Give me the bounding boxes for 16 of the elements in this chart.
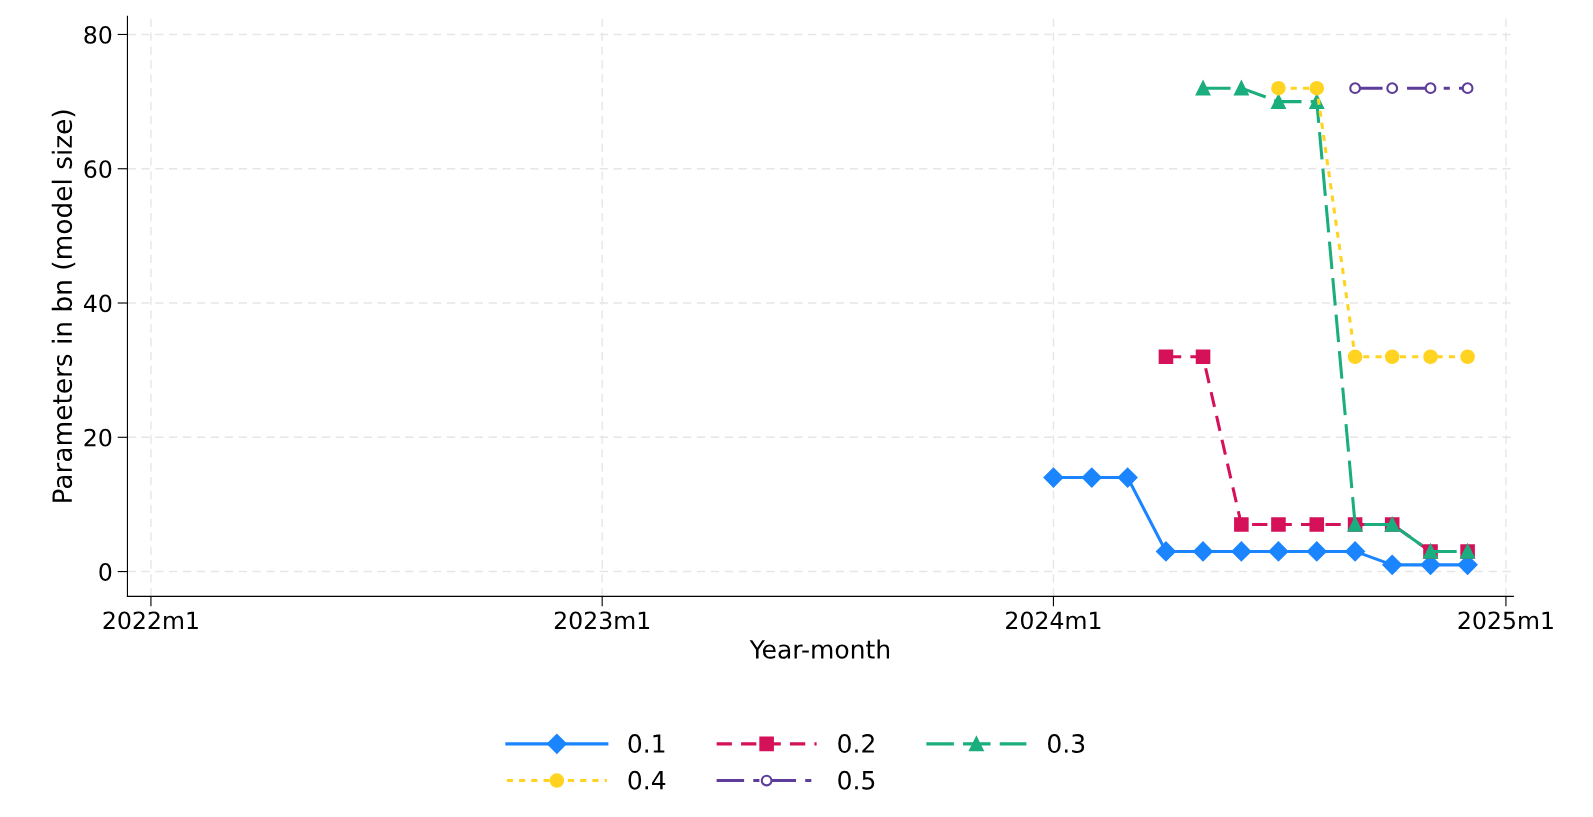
x-tick-label: 2025m1 [1458,611,1553,630]
y-tick-label: 20 [84,428,112,447]
legend-label: 0.5 [838,770,875,790]
y-tick-label: 80 [84,25,112,44]
legend-label: 0.1 [628,734,665,753]
x-axis-title: Year-month [749,639,890,659]
y-tick-label: 40 [83,294,112,313]
legend-label: 0.2 [838,734,874,753]
x-tick-label: 2023m1 [554,611,650,630]
legend-label: 0.3 [1048,734,1085,753]
x-tick-label: 2024m1 [1006,611,1101,630]
x-tick-label: 2022m1 [103,611,198,630]
y-axis-title: Parameters in bn (model size) [51,110,76,502]
y-tick-label: 0 [99,563,112,581]
y-tick-label: 60 [84,160,112,179]
legend-label: 0.4 [628,770,666,790]
